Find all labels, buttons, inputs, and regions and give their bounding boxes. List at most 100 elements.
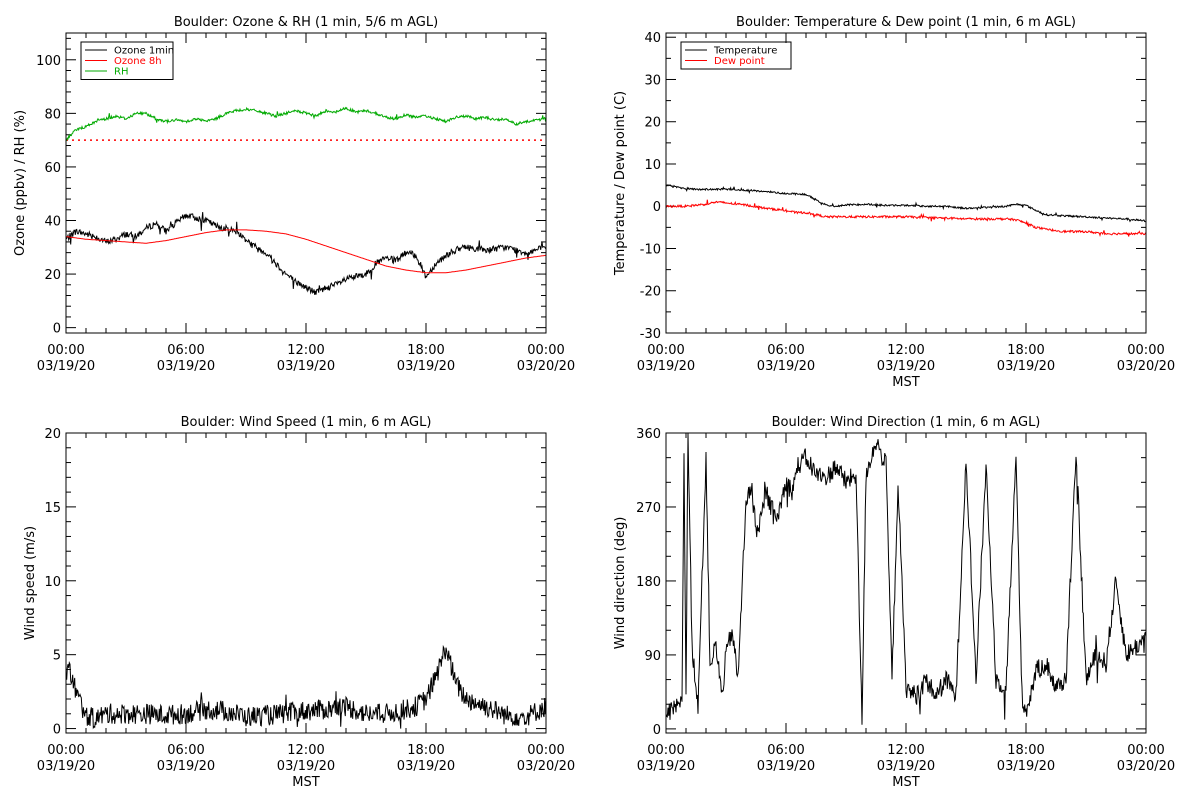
x-tick-label-date: 03/19/20 [397, 759, 455, 774]
y-tick-label: 5 [53, 649, 61, 664]
legend-label: Dew point [714, 56, 765, 67]
y-tick-label: 100 [36, 54, 61, 69]
chart-title: Boulder: Ozone & RH (1 min, 5/6 m AGL) [174, 15, 438, 30]
chart-title: Boulder: Wind Direction (1 min, 6 m AGL) [772, 415, 1041, 430]
legend-label: Ozone 8h [114, 56, 162, 67]
y-tick-label: 90 [644, 649, 661, 664]
y-tick-label: 0 [53, 322, 61, 337]
x-axis-label: MST [892, 375, 919, 390]
chart-title: Boulder: Wind Speed (1 min, 6 m AGL) [181, 415, 432, 430]
plot-frame [65, 32, 547, 334]
x-tick-label-date: 03/19/20 [37, 359, 95, 374]
x-tick-label-date: 03/19/20 [877, 759, 935, 774]
legend-label: Ozone 1min [114, 46, 174, 57]
y-axis-label: Ozone (ppbv) / RH (%) [13, 110, 28, 256]
y-tick-label: 80 [44, 107, 61, 122]
plot-frame [65, 432, 547, 734]
x-tick-label-date: 03/19/20 [877, 359, 935, 374]
y-tick-label: 20 [644, 116, 661, 131]
y-tick-label: 40 [44, 215, 61, 230]
series-rh [66, 106, 546, 142]
x-tick-label-time: 06:00 [767, 743, 804, 758]
series-wind-direction [666, 433, 1146, 725]
y-tick-label: 60 [44, 161, 61, 176]
x-tick-label-date: 03/19/20 [997, 359, 1055, 374]
legend-box [680, 41, 792, 70]
chart-title: Boulder: Temperature & Dew point (1 min,… [736, 15, 1076, 30]
y-tick-label: 360 [636, 427, 661, 442]
x-tick-label-date: 03/19/20 [157, 759, 215, 774]
x-tick-label-time: 00:00 [1127, 343, 1164, 358]
series-ozone-8h [66, 229, 546, 274]
x-tick-label-time: 12:00 [887, 343, 924, 358]
x-tick-label-date: 03/20/20 [1117, 759, 1175, 774]
legend-label: Temperature [713, 46, 777, 57]
x-tick-label-date: 03/19/20 [157, 359, 215, 374]
x-tick-label-time: 00:00 [527, 743, 564, 758]
y-axis-label: Wind speed (m/s) [23, 526, 38, 640]
x-tick-label-time: 12:00 [287, 343, 324, 358]
y-tick-label: 10 [644, 158, 661, 173]
x-tick-label-time: 12:00 [887, 743, 924, 758]
x-axis-label: MST [892, 775, 919, 790]
plot-frame [665, 432, 1147, 734]
x-tick-label-date: 03/19/20 [997, 759, 1055, 774]
series-dew-point [666, 199, 1146, 237]
x-tick-label-time: 12:00 [287, 743, 324, 758]
x-tick-label-time: 18:00 [1007, 743, 1044, 758]
x-tick-label-time: 00:00 [527, 343, 564, 358]
y-tick-label: -20 [640, 285, 661, 300]
y-tick-label: 40 [644, 31, 661, 46]
x-tick-label-date: 03/19/20 [277, 359, 335, 374]
y-axis-label: Wind direction (deg) [613, 517, 628, 650]
plot-frame [665, 32, 1147, 334]
y-tick-label: 15 [44, 501, 61, 516]
x-tick-label-time: 18:00 [1007, 343, 1044, 358]
x-tick-label-date: 03/19/20 [637, 759, 695, 774]
x-tick-label-date: 03/20/20 [517, 359, 575, 374]
y-tick-label: 270 [636, 501, 661, 516]
series-temperature [666, 184, 1146, 223]
x-tick-label-date: 03/20/20 [1117, 359, 1175, 374]
panel-wind-direction: Boulder: Wind Direction (1 min, 6 m AGL)… [613, 415, 1175, 790]
y-tick-label: 0 [653, 723, 661, 738]
series-ozone-1min [66, 212, 546, 295]
x-tick-label-time: 00:00 [647, 743, 684, 758]
y-tick-label: 180 [636, 575, 661, 590]
x-tick-label-date: 03/20/20 [517, 759, 575, 774]
x-tick-label-date: 03/19/20 [37, 759, 95, 774]
y-tick-label: 0 [53, 723, 61, 738]
y-tick-label: 30 [644, 73, 661, 88]
series-wind-speed [66, 644, 546, 730]
y-tick-label: -10 [640, 242, 661, 257]
legend-label: RH [114, 67, 128, 78]
x-tick-label-time: 00:00 [1127, 743, 1164, 758]
x-tick-label-date: 03/19/20 [637, 359, 695, 374]
x-tick-label-time: 06:00 [767, 343, 804, 358]
x-tick-label-time: 06:00 [167, 743, 204, 758]
y-axis-label: Temperature / Dew point (C) [613, 91, 628, 276]
x-tick-label-time: 00:00 [47, 343, 84, 358]
panel-ozone-rh: Boulder: Ozone & RH (1 min, 5/6 m AGL) O… [13, 15, 575, 374]
y-tick-label: -30 [640, 327, 661, 342]
x-tick-label-date: 03/19/20 [757, 759, 815, 774]
x-axis-label: MST [292, 775, 319, 790]
x-tick-label-time: 06:00 [167, 343, 204, 358]
x-tick-label-date: 03/19/20 [397, 359, 455, 374]
x-tick-label-date: 03/19/20 [757, 359, 815, 374]
x-tick-label-time: 00:00 [647, 343, 684, 358]
x-tick-label-time: 18:00 [407, 343, 444, 358]
panel-temperature-dewpoint: Boulder: Temperature & Dew point (1 min,… [613, 15, 1175, 390]
x-tick-label-time: 00:00 [47, 743, 84, 758]
y-tick-label: 10 [44, 575, 61, 590]
panel-wind-speed: Boulder: Wind Speed (1 min, 6 m AGL) Win… [23, 415, 575, 790]
x-tick-label-time: 18:00 [407, 743, 444, 758]
y-tick-label: 20 [44, 427, 61, 442]
y-tick-label: 0 [653, 200, 661, 215]
x-tick-label-date: 03/19/20 [277, 759, 335, 774]
y-tick-label: 20 [44, 268, 61, 283]
